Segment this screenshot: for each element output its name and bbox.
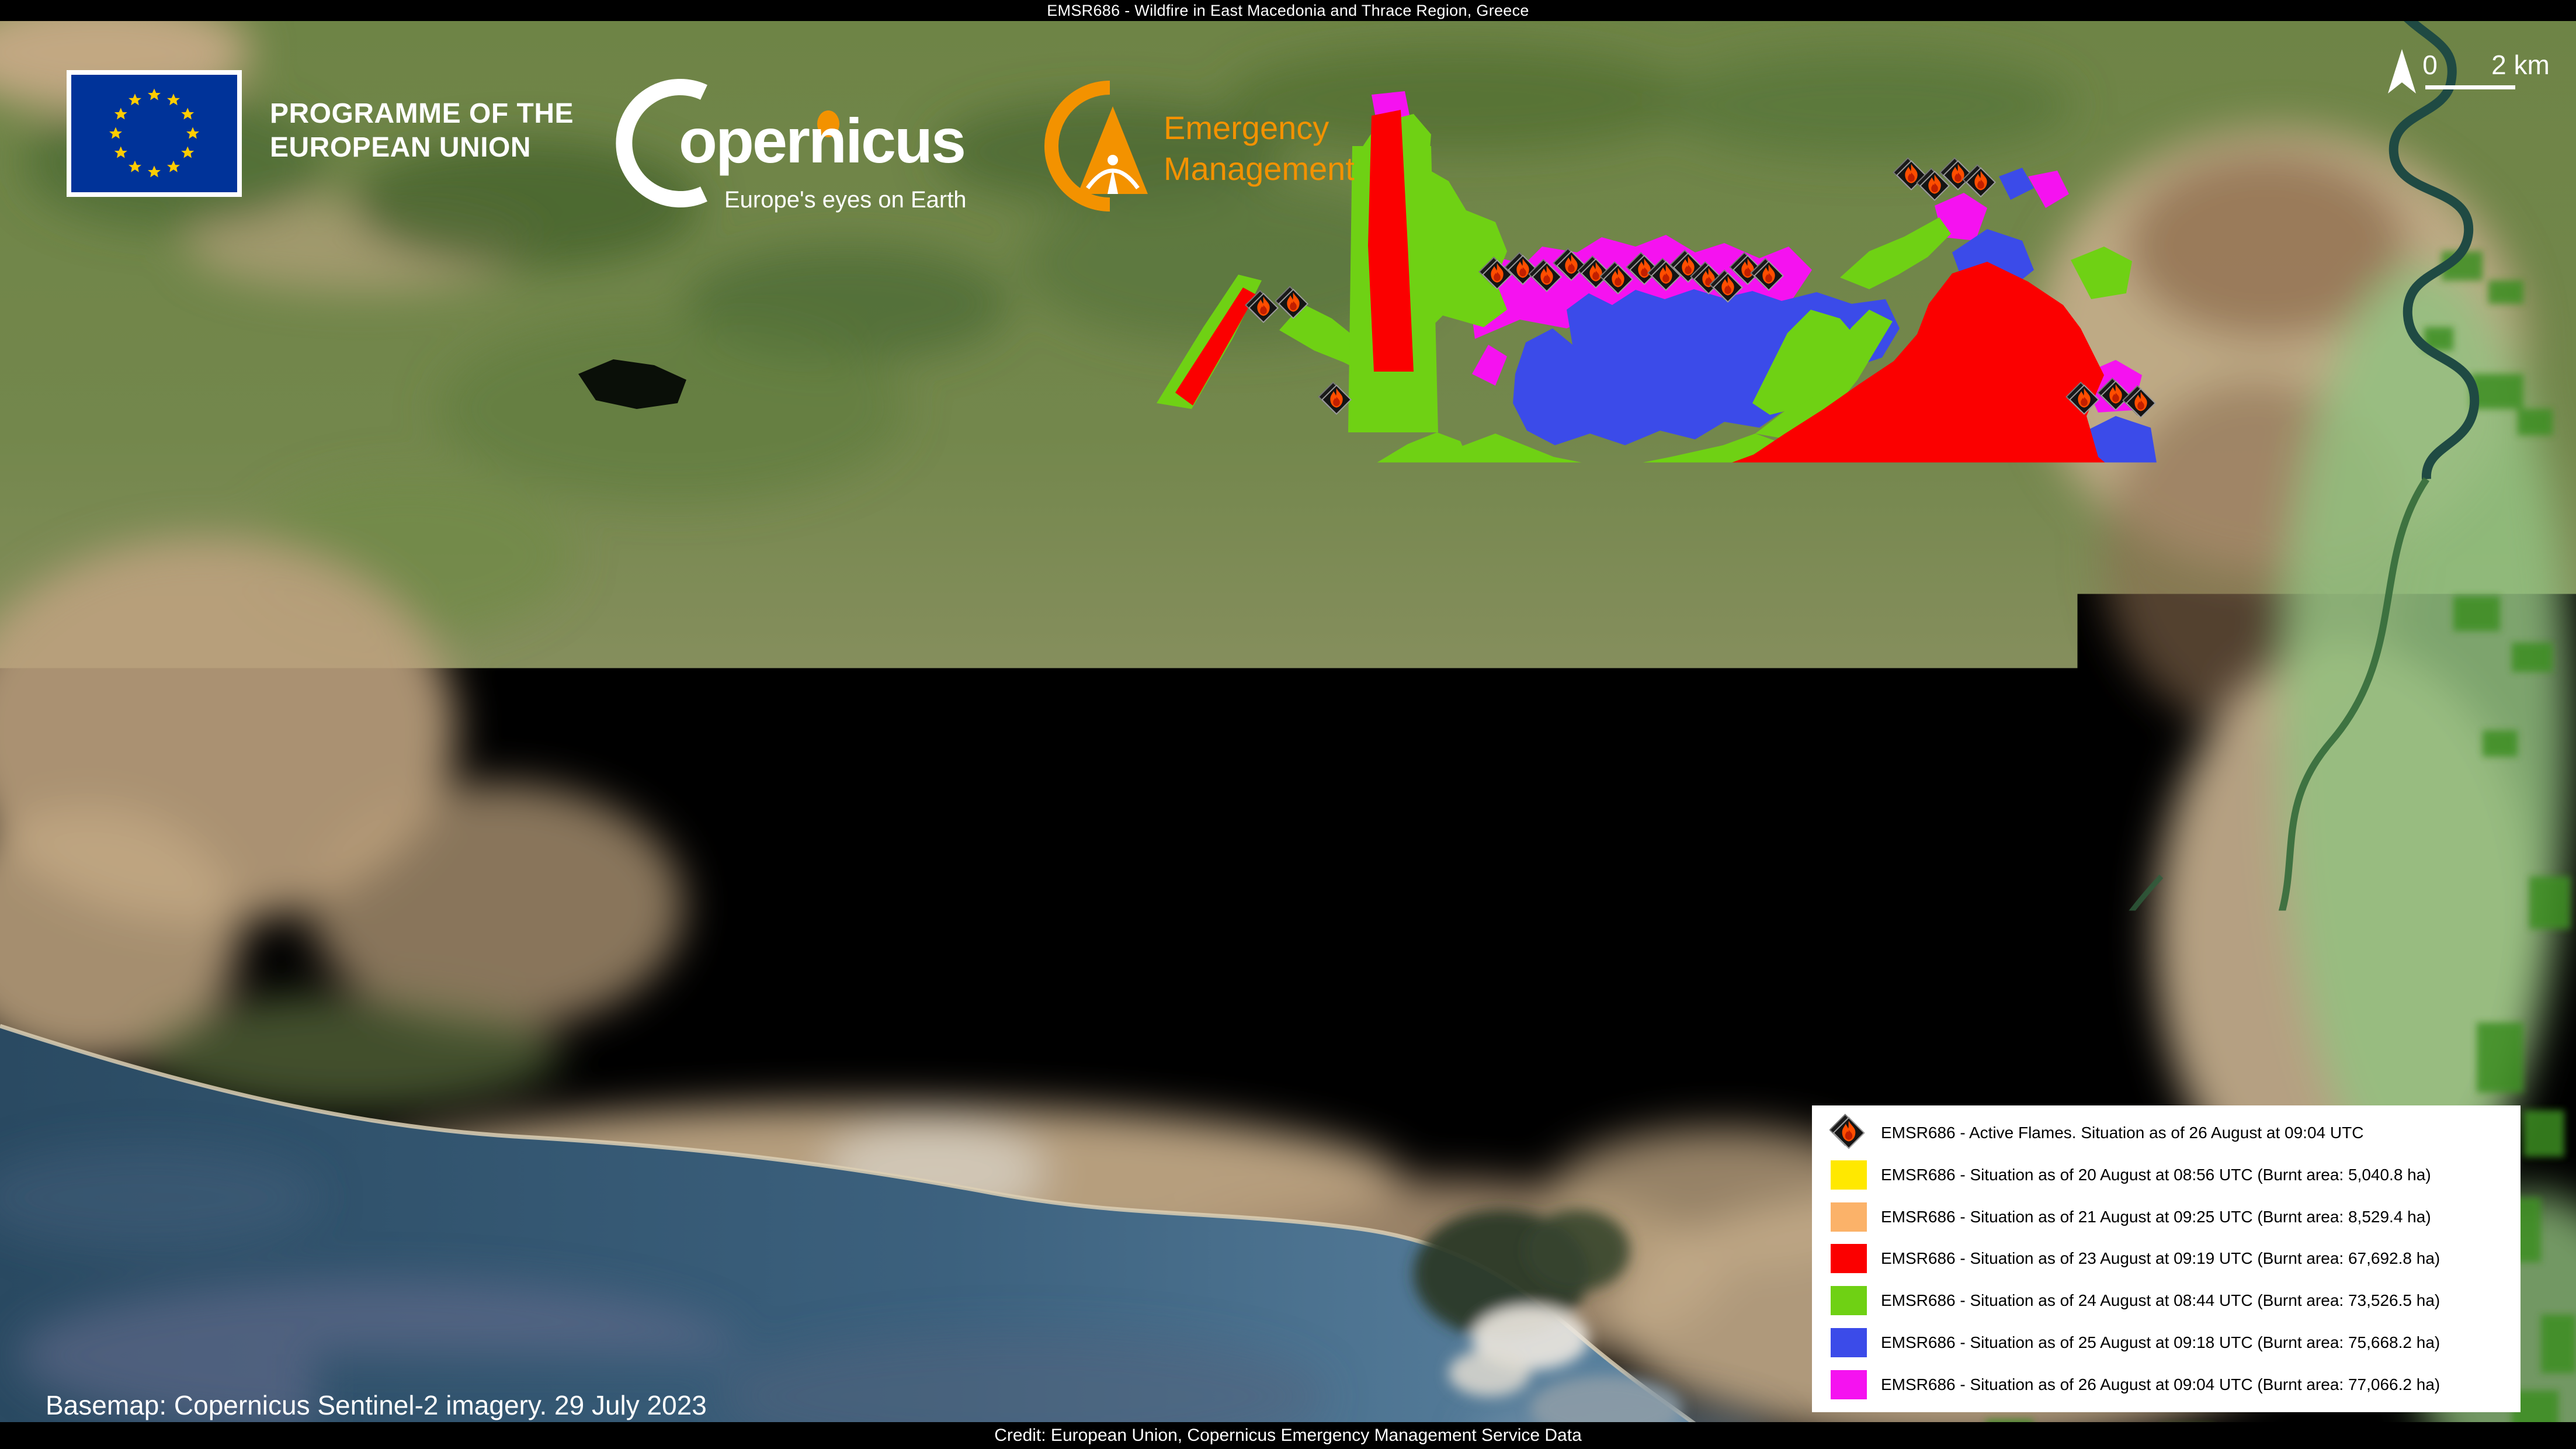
eu-flag [67, 70, 242, 197]
legend-swatch-24aug [1831, 1286, 1867, 1315]
legend-label: EMSR686 - Situation as of 26 August at 0… [1881, 1375, 2440, 1394]
copernicus-tagline: Europe's eyes on Earth [724, 187, 967, 213]
city-label: Alexandroupoli [985, 1084, 1193, 1121]
legend-item: EMSR686 - Situation as of 21 August at 0… [1826, 1198, 2506, 1236]
legend-label: EMSR686 - Situation as of 24 August at 0… [1881, 1291, 2440, 1310]
scale-zero-label: 0 [2418, 49, 2442, 81]
map-title: EMSR686 - Wildfire in East Macedonia and… [1047, 2, 1529, 20]
eu-programme-line1: PROGRAMME OF THE [270, 97, 574, 131]
legend-label: EMSR686 - Situation as of 25 August at 0… [1881, 1333, 2440, 1352]
legend-item: EMSR686 - Situation as of 26 August at 0… [1826, 1365, 2506, 1404]
scale-distance-label: 2 km [2483, 49, 2558, 81]
legend-item: EMSR686 - Situation as of 24 August at 0… [1826, 1281, 2506, 1320]
legend-flame-icon [1826, 1114, 1872, 1152]
legend-swatch-23aug [1831, 1244, 1867, 1273]
ems-line1: Emergency [1164, 108, 1355, 148]
legend-swatch-20aug [1831, 1160, 1867, 1190]
legend-item: EMSR686 - Situation as of 20 August at 0… [1826, 1156, 2506, 1194]
eu-programme-text: PROGRAMME OF THE EUROPEAN UNION [270, 97, 574, 165]
legend-swatch-21aug [1831, 1202, 1867, 1232]
legend-label: EMSR686 - Situation as of 20 August at 0… [1881, 1166, 2431, 1184]
legend-swatch-25aug [1831, 1328, 1867, 1357]
legend-item: EMSR686 - Situation as of 25 August at 0… [1826, 1323, 2506, 1362]
basemap-note: Basemap: Copernicus Sentinel-2 imagery. … [46, 1389, 707, 1421]
legend-label: EMSR686 - Situation as of 23 August at 0… [1881, 1249, 2440, 1268]
copernicus-wordmark: opernicus [679, 104, 964, 177]
legend-label: EMSR686 - Situation as of 21 August at 0… [1881, 1208, 2431, 1226]
city-marker [977, 1125, 988, 1137]
legend-item: EMSR686 - Active Flames. Situation as of… [1826, 1114, 2506, 1152]
legend-swatch-26aug [1831, 1370, 1867, 1399]
eu-programme-line2: EUROPEAN UNION [270, 131, 574, 165]
legend-label: EMSR686 - Active Flames. Situation as of… [1881, 1124, 2363, 1142]
ems-line2: Management [1164, 148, 1355, 189]
title-bar: EMSR686 - Wildfire in East Macedonia and… [0, 0, 2576, 21]
credit-bar: Credit: European Union, Copernicus Emerg… [0, 1422, 2576, 1449]
legend-item: EMSR686 - Situation as of 23 August at 0… [1826, 1239, 2506, 1278]
legend: EMSR686 - Active Flames. Situation as of… [1812, 1105, 2521, 1412]
credit-text: Credit: European Union, Copernicus Emerg… [994, 1426, 1582, 1445]
ems-logo-text: Emergency Management [1164, 108, 1355, 189]
map-stage: EMSR686 - Wildfire in East Macedonia and… [0, 0, 2576, 1449]
